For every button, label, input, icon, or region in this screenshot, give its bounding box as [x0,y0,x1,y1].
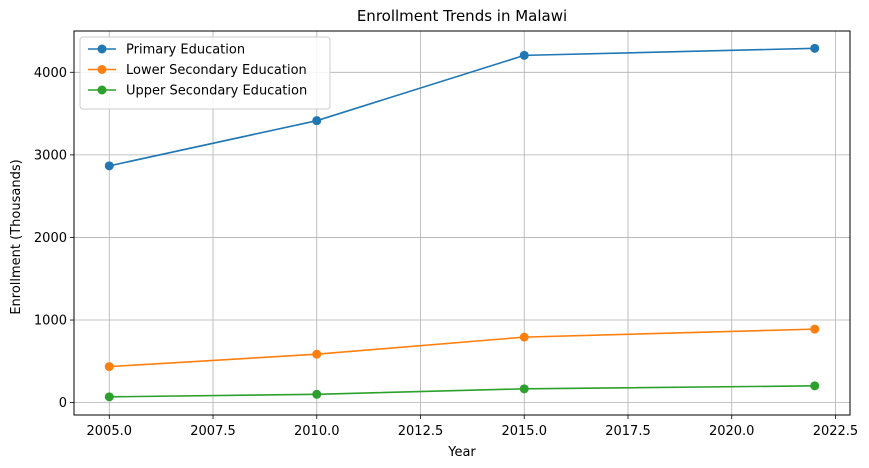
x-axis: 2005.0 2007.5 2010.0 2012.5 2015.0 2017.5 2020… [87,415,859,439]
legend-label: Lower Secondary Education [126,63,307,78]
y-tick-label: 3000 [34,148,67,163]
series-lower-secondary-education [104,324,820,372]
legend-swatch-marker [97,85,107,95]
series-line [109,328,815,368]
data-point [810,381,820,391]
y-tick-label: 4000 [34,66,67,81]
x-tick-label: 2007.5 [190,424,236,439]
x-tick-label: 2012.5 [398,424,444,439]
series-primary-education [104,43,820,171]
data-point [810,324,820,334]
data-point [312,349,322,359]
y-axis: 0 1000 2000 3000 4000 [34,66,74,411]
series-layer [104,43,820,402]
data-point [104,362,114,372]
x-tick-label: 2005.0 [87,424,133,439]
data-point [519,384,529,394]
legend-box [79,36,331,110]
legend-swatch-marker [97,65,107,74]
y-tick-label: 1000 [34,314,67,329]
x-tick-label: 2020.0 [709,424,755,439]
data-point [519,332,529,342]
data-point [519,50,529,60]
x-tick-label: 2022.5 [813,424,859,439]
legend-label: Primary Education [126,43,245,58]
series-line [109,385,815,398]
data-point [312,389,322,399]
x-tick-label: 2015.0 [501,424,547,439]
series-line [109,47,815,167]
x-tick-label: 2017.5 [605,424,651,439]
x-axis-label: Year [447,445,476,460]
chart-title: Enrollment Trends in Malawi [357,7,567,25]
legend-swatch-marker [97,44,107,54]
y-tick-label: 0 [59,396,67,411]
y-tick-label: 2000 [34,231,67,246]
plot-frame [73,30,851,416]
legend: Primary Education Lower Secondary Educati… [79,36,331,110]
data-point [104,392,114,402]
y-axis-label: Enrollment (Thousands) [9,159,24,314]
series-upper-secondary-education [104,381,820,402]
data-point [810,43,820,53]
legend-label: Upper Secondary Education [126,84,307,99]
data-point [312,116,322,126]
x-tick-label: 2010.0 [294,424,340,439]
data-point [104,161,114,171]
